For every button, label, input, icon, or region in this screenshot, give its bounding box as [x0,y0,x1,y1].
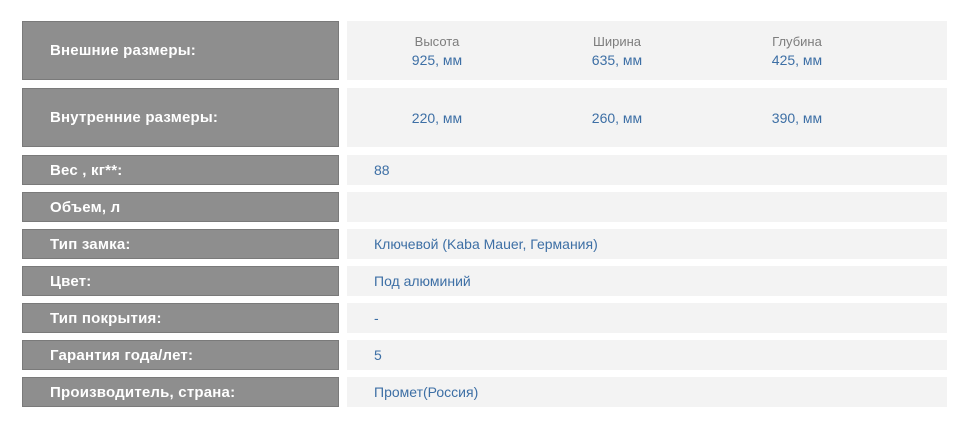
row-label-weight: Вес , кг**: [22,155,339,185]
dim-value-height: 220, мм [411,109,463,126]
dim-header-height: Высота [414,33,460,49]
row-label-manufacturer: Производитель, страна: [22,377,339,407]
table-row-lock-type: Тип замка: Ключевой (Kaba Mauer, Германи… [22,229,947,259]
row-value-color: Под алюминий [347,266,947,296]
dim-col-height: Высота 925, мм [347,34,527,68]
row-label-lock-type: Тип замка: [22,229,339,259]
row-label-color: Цвет: [22,266,339,296]
dim-header-width: Ширина [592,33,642,49]
table-row-weight: Вес , кг**: 88 [22,155,947,185]
dim-value-width: 635, мм [591,51,643,68]
table-row-internal-dimensions: Внутренние размеры: 220, мм 260, мм 390,… [22,88,947,147]
dim-col-depth: 390, мм [707,110,887,126]
table-row-coating-type: Тип покрытия: - [22,303,947,333]
row-value-warranty: 5 [347,340,947,370]
table-row-manufacturer: Производитель, страна: Промет(Россия) [22,377,947,407]
row-value-volume [347,192,947,222]
row-values-external-dimensions: Высота 925, мм Ширина 635, мм Глубина 42… [347,21,947,80]
table-row-external-dimensions: Внешние размеры: Высота 925, мм Ширина 6… [22,21,947,80]
table-row-color: Цвет: Под алюминий [22,266,947,296]
row-value-manufacturer: Промет(Россия) [347,377,947,407]
dim-value-height: 925, мм [411,51,463,68]
row-label-volume: Объем, л [22,192,339,222]
dim-col-depth: Глубина 425, мм [707,34,887,68]
row-label-coating-type: Тип покрытия: [22,303,339,333]
row-label-external-dimensions: Внешние размеры: [22,21,339,80]
row-value-lock-type: Ключевой (Kaba Mauer, Германия) [347,229,947,259]
dim-value-depth: 425, мм [771,51,823,68]
row-label-internal-dimensions: Внутренние размеры: [22,88,339,147]
dim-value-depth: 390, мм [771,109,823,126]
row-value-weight: 88 [347,155,947,185]
dim-value-width: 260, мм [591,109,643,126]
row-label-warranty: Гарантия года/лет: [22,340,339,370]
row-value-coating-type: - [347,303,947,333]
dim-col-width: Ширина 635, мм [527,34,707,68]
spec-table: Внешние размеры: Высота 925, мм Ширина 6… [22,21,947,407]
row-values-internal-dimensions: 220, мм 260, мм 390, мм [347,88,947,147]
table-row-warranty: Гарантия года/лет: 5 [22,340,947,370]
dim-col-width: 260, мм [527,110,707,126]
dim-col-height: 220, мм [347,110,527,126]
dim-header-depth: Глубина [772,33,822,49]
table-row-volume: Объем, л [22,192,947,222]
